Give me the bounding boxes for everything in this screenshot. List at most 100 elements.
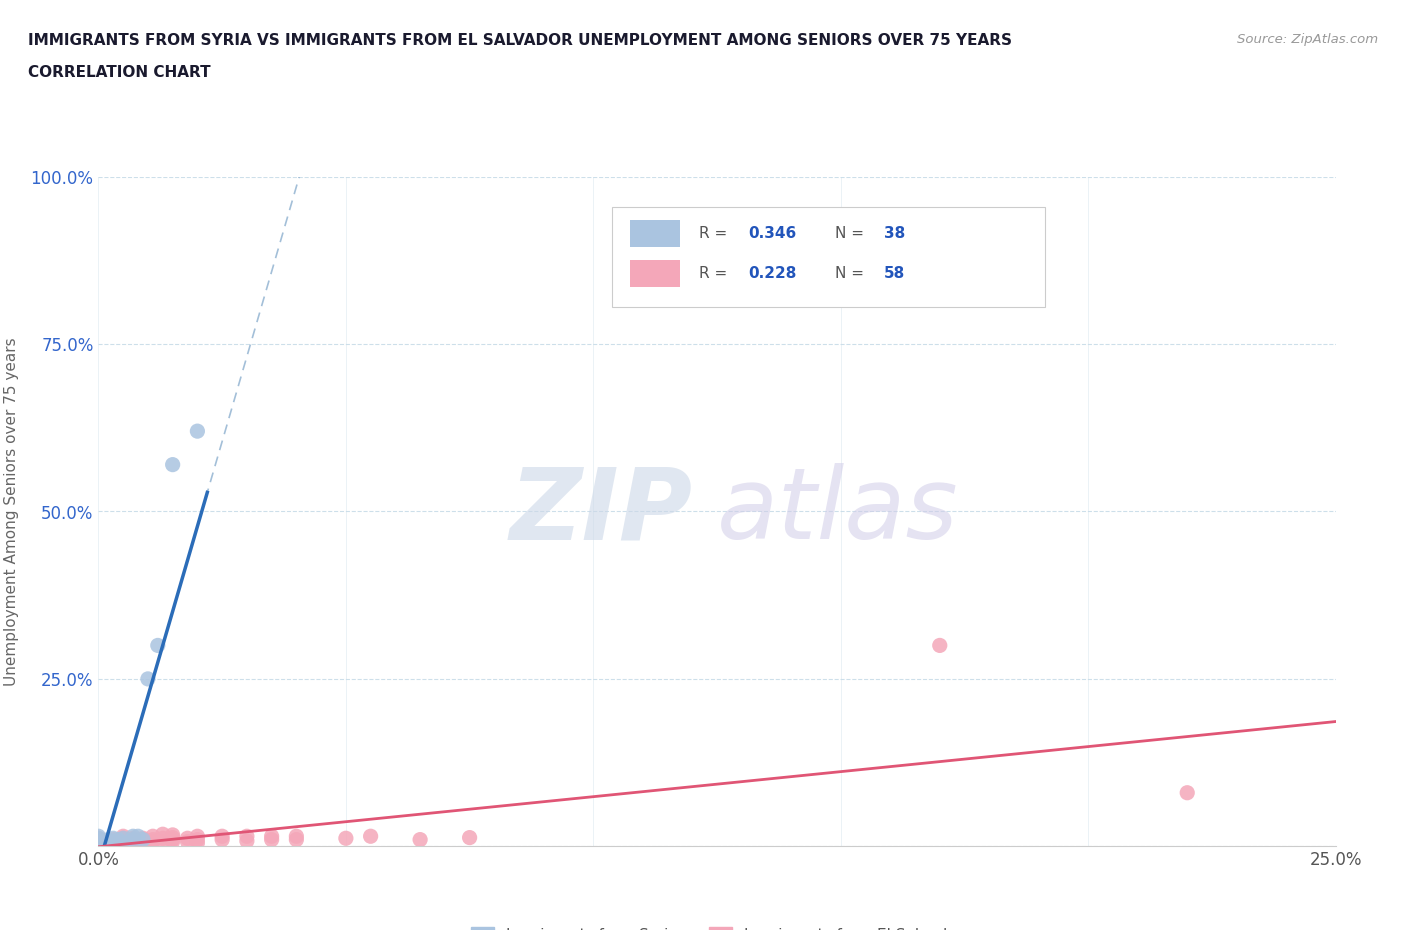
Point	[87, 839, 110, 854]
Point	[87, 837, 110, 852]
Point	[112, 830, 135, 845]
Point	[97, 834, 120, 849]
Point	[87, 839, 110, 854]
Point	[186, 835, 208, 850]
Point	[260, 829, 283, 844]
Point	[122, 829, 145, 844]
Text: 0.228: 0.228	[748, 266, 796, 281]
Point	[87, 839, 110, 854]
Point	[97, 835, 120, 850]
Point	[103, 834, 125, 849]
Point	[97, 832, 120, 847]
Point	[112, 830, 135, 845]
Point	[87, 835, 110, 850]
Point	[87, 832, 110, 847]
Point	[87, 834, 110, 849]
Point	[112, 837, 135, 852]
Point	[103, 835, 125, 850]
Point	[87, 835, 110, 850]
Point	[260, 832, 283, 847]
Point	[285, 832, 308, 847]
Point	[87, 839, 110, 854]
Point	[152, 830, 174, 845]
Point	[112, 835, 135, 850]
Text: IMMIGRANTS FROM SYRIA VS IMMIGRANTS FROM EL SALVADOR UNEMPLOYMENT AMONG SENIORS : IMMIGRANTS FROM SYRIA VS IMMIGRANTS FROM…	[28, 33, 1012, 47]
Point	[87, 835, 110, 850]
Text: 58: 58	[884, 266, 905, 281]
Point	[236, 829, 259, 844]
Point	[360, 829, 382, 844]
Point	[87, 839, 110, 854]
Text: 0.346: 0.346	[748, 226, 796, 241]
Point	[87, 839, 110, 854]
Point	[87, 839, 110, 854]
Point	[87, 839, 110, 854]
Point	[87, 839, 110, 854]
Y-axis label: Unemployment Among Seniors over 75 years: Unemployment Among Seniors over 75 years	[4, 338, 20, 685]
Text: ZIP: ZIP	[509, 463, 692, 560]
Point	[409, 832, 432, 847]
Point	[186, 424, 208, 439]
Point	[87, 839, 110, 854]
Point	[112, 829, 135, 844]
Point	[152, 827, 174, 842]
Point	[146, 638, 169, 653]
Point	[127, 829, 149, 844]
FancyBboxPatch shape	[630, 220, 681, 247]
Point	[107, 832, 129, 847]
Point	[107, 833, 129, 848]
Legend: Immigrants from Syria, Immigrants from El Salvador: Immigrants from Syria, Immigrants from E…	[465, 921, 969, 930]
Text: CORRELATION CHART: CORRELATION CHART	[28, 65, 211, 80]
Point	[87, 839, 110, 854]
Point	[87, 830, 110, 845]
Text: N =: N =	[835, 266, 869, 281]
Point	[97, 837, 120, 852]
Point	[176, 834, 198, 849]
Point	[152, 834, 174, 849]
Text: R =: R =	[699, 266, 731, 281]
Point	[142, 829, 165, 844]
Point	[162, 828, 184, 843]
Point	[142, 834, 165, 849]
Point	[162, 834, 184, 849]
Point	[176, 830, 198, 845]
Point	[236, 833, 259, 848]
Point	[112, 834, 135, 849]
Point	[132, 832, 155, 847]
Point	[142, 832, 165, 847]
Point	[162, 830, 184, 845]
Text: N =: N =	[835, 226, 869, 241]
Point	[162, 832, 184, 847]
Point	[103, 837, 125, 852]
Point	[87, 834, 110, 849]
Point	[122, 832, 145, 847]
Point	[87, 839, 110, 854]
FancyBboxPatch shape	[612, 206, 1045, 307]
Point	[87, 839, 110, 854]
Point	[458, 830, 481, 845]
Point	[122, 832, 145, 847]
Point	[87, 839, 110, 854]
Point	[186, 832, 208, 847]
FancyBboxPatch shape	[630, 260, 681, 287]
Point	[87, 829, 110, 844]
Point	[122, 830, 145, 845]
Point	[87, 832, 110, 847]
Text: atlas: atlas	[717, 463, 959, 560]
Point	[162, 458, 184, 472]
Point	[285, 829, 308, 844]
Point	[87, 830, 110, 845]
Point	[87, 839, 110, 854]
Point	[97, 837, 120, 852]
Point	[122, 834, 145, 849]
Point	[103, 832, 125, 847]
Point	[87, 837, 110, 852]
Point	[186, 829, 208, 844]
Point	[132, 830, 155, 845]
Point	[103, 830, 125, 845]
Point	[107, 834, 129, 849]
Point	[132, 835, 155, 850]
Point	[122, 835, 145, 850]
Point	[87, 832, 110, 847]
Point	[211, 829, 233, 844]
